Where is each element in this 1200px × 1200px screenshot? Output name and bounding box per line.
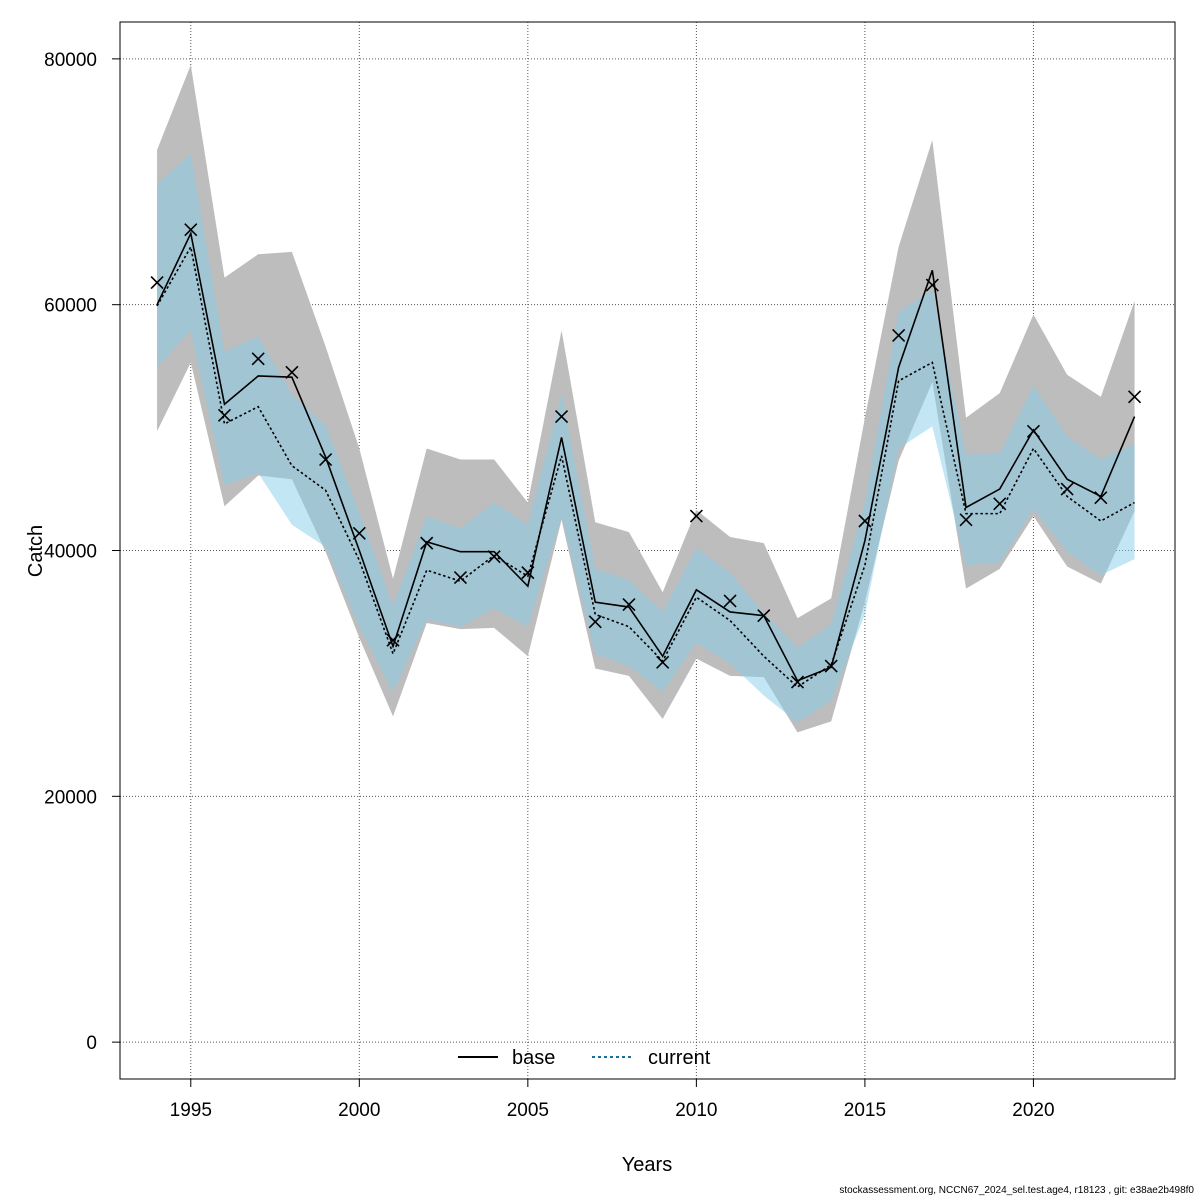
marker-stroke-b: [554, 409, 569, 424]
marker-stroke-b: [453, 570, 467, 585]
y-tick-label-40000: 40000: [44, 542, 97, 563]
confidence-bands: [157, 65, 1135, 733]
observation-marker-2000: [352, 526, 366, 540]
observation-marker-2023: [1127, 390, 1142, 404]
observation-marker-2011: [723, 594, 737, 608]
marker-stroke-b: [352, 526, 366, 540]
observation-marker-2006: [554, 409, 569, 424]
x-tick-label-1995: 1995: [170, 1100, 212, 1121]
x-tick-label-2005: 2005: [507, 1100, 549, 1121]
observation-marker-1996: [217, 408, 232, 422]
band-current: [157, 153, 1135, 723]
observation-marker-2002: [420, 536, 434, 550]
marker-stroke-b: [757, 609, 771, 623]
marker-stroke-b: [217, 408, 232, 422]
marker-stroke-b: [420, 536, 434, 550]
observation-marker-2003: [453, 570, 467, 585]
marker-stroke-b: [184, 223, 198, 237]
observation-marker-2014: [824, 659, 838, 673]
observation-marker-2019: [993, 497, 1007, 511]
observation-marker-1995: [184, 223, 198, 237]
observation-marker-2012: [757, 609, 771, 623]
footer-credit: stockassessment.org, NCCN67_2024_sel.tes…: [839, 1185, 1194, 1196]
observation-marker-2009: [656, 655, 670, 669]
observation-marker-2015: [858, 514, 872, 528]
observation-marker-2022: [1094, 491, 1108, 505]
observation-marker-2008: [622, 598, 636, 612]
observation-marker-2018: [959, 513, 973, 527]
marker-stroke-b: [622, 598, 636, 612]
y-tick-label-20000: 20000: [44, 787, 97, 808]
observation-marker-2017: [925, 278, 939, 292]
marker-stroke-b: [858, 514, 872, 528]
marker-stroke-b: [723, 594, 737, 608]
marker-stroke-b: [487, 550, 501, 564]
x-tick-label-2000: 2000: [338, 1100, 380, 1121]
marker-stroke-b: [959, 513, 973, 527]
observation-marker-2016: [892, 328, 906, 342]
marker-stroke-b: [1060, 482, 1074, 496]
observation-marker-1997: [251, 352, 265, 366]
y-tick-label-60000: 60000: [44, 296, 97, 317]
marker-stroke-b: [386, 633, 400, 647]
x-tick-label-2015: 2015: [844, 1100, 886, 1121]
marker-stroke-b: [1026, 424, 1041, 438]
observation-marker-2004: [487, 550, 501, 564]
legend-base-label: base: [512, 1047, 555, 1069]
marker-stroke-b: [790, 675, 805, 689]
observation-marker-2020: [1026, 424, 1041, 438]
marker-stroke-b: [251, 352, 265, 366]
observation-marker-1999: [319, 452, 333, 467]
observation-marker-2013: [790, 675, 805, 689]
observation-marker-2021: [1060, 482, 1074, 496]
y-tick-label-80000: 80000: [44, 50, 97, 71]
y-axis-title: Catch: [25, 525, 47, 577]
marker-stroke-b: [588, 615, 602, 629]
observation-markers: [150, 223, 1142, 689]
marker-stroke-b: [993, 497, 1007, 511]
plot-frame: [119, 21, 1176, 1080]
marker-stroke-b: [150, 275, 164, 290]
marker-stroke-b: [1094, 491, 1108, 505]
marker-stroke-b: [689, 509, 703, 523]
x-tick-label-2010: 2010: [675, 1100, 717, 1121]
marker-stroke-b: [319, 452, 333, 467]
marker-stroke-b: [656, 655, 670, 669]
observation-marker-2010: [689, 509, 703, 523]
marker-stroke-b: [892, 328, 906, 342]
observation-marker-1998: [285, 365, 299, 379]
marker-stroke-b: [925, 278, 939, 292]
grid-lines: [120, 22, 1175, 1079]
axes: 1995 2000 2005 2010 2015 2020 0 20000 40000 60000…: [44, 50, 1054, 1121]
observation-marker-1994: [150, 275, 164, 290]
marker-stroke-b: [285, 365, 299, 379]
marker-stroke-b: [521, 566, 535, 580]
legend: base current: [458, 1047, 711, 1069]
x-tick-label-2020: 2020: [1012, 1100, 1054, 1121]
band-base: [157, 65, 1135, 733]
line-base: [156, 230, 1136, 682]
observation-marker-2005: [521, 566, 535, 580]
observation-marker-2001: [386, 633, 400, 647]
marker-stroke-b: [824, 659, 838, 673]
observation-marker-2007: [588, 615, 602, 629]
marker-stroke-b: [1127, 390, 1142, 404]
y-tick-label-0: 0: [86, 1033, 97, 1054]
x-axis-title: Years: [622, 1154, 672, 1176]
legend-current-label: current: [648, 1047, 711, 1069]
